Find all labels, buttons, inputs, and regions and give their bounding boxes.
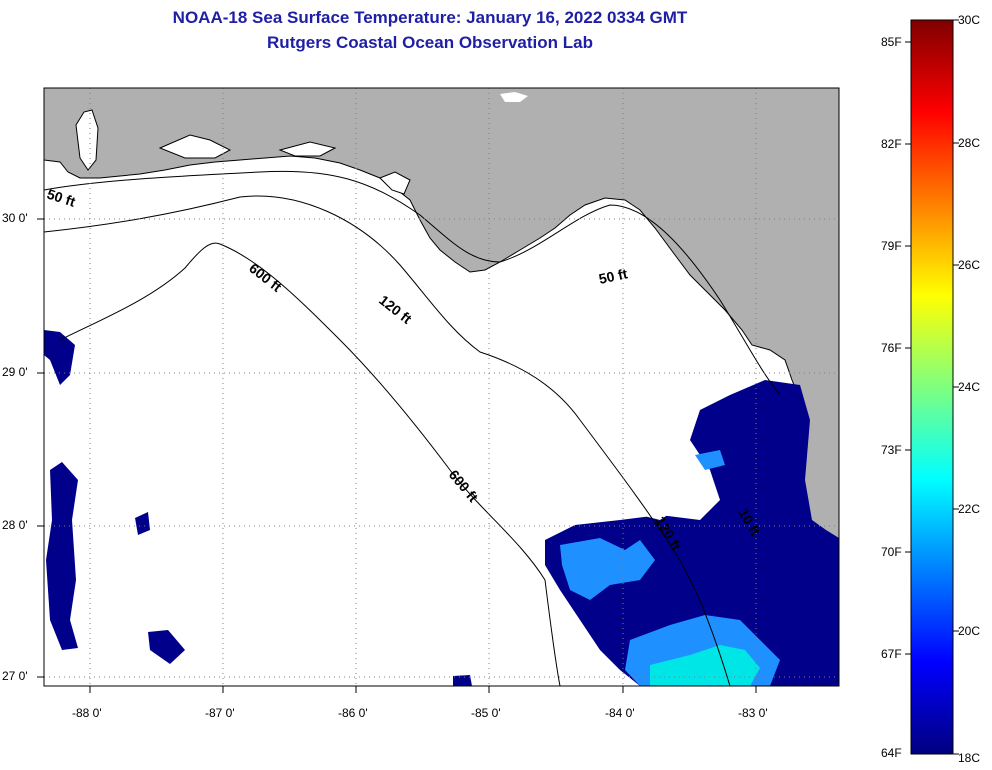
colorbar-c-label: 24C [958, 380, 981, 394]
lat-label: 30 0' [2, 211, 28, 225]
colorbar-f-label: 76F [881, 341, 902, 355]
lon-label: -86 0' [338, 706, 368, 720]
lat-label: 29 0' [2, 365, 28, 379]
lon-label: -87 0' [205, 706, 235, 720]
map-title: NOAA-18 Sea Surface Temperature: January… [172, 8, 688, 27]
colorbar-c-label: 20C [958, 624, 981, 638]
lat-label: 28 0' [2, 518, 28, 532]
colorbar-f-label: 64F [881, 746, 902, 760]
map-subtitle: Rutgers Coastal Ocean Observation Lab [267, 33, 593, 52]
lon-label: -85 0' [471, 706, 501, 720]
contour-label: 50 ft [597, 265, 629, 287]
colorbar-c-label: 26C [958, 258, 981, 272]
colorbar-f-label: 82F [881, 137, 902, 151]
colorbar-f-label: 79F [881, 239, 902, 253]
lat-label: 27 0' [2, 669, 28, 683]
depth-contours [44, 170, 781, 686]
colorbar-f-label: 67F [881, 647, 902, 661]
sst-data [44, 330, 839, 686]
axis-ticks [37, 218, 757, 693]
colorbar-f-label: 70F [881, 545, 902, 559]
colorbar-ticks [905, 19, 959, 755]
lon-label: -84 0' [605, 706, 635, 720]
colorbar-c-label: 30C [958, 13, 981, 27]
colorbar [910, 19, 954, 755]
colorbar-c-label: 18C [958, 751, 981, 765]
lon-label: -88 0' [72, 706, 102, 720]
lon-label: -83 0' [738, 706, 768, 720]
colorbar-f-label: 73F [881, 443, 902, 457]
colorbar-f-label: 85F [881, 35, 902, 49]
colorbar-c-label: 22C [958, 502, 981, 516]
colorbar-c-label: 28C [958, 136, 981, 150]
map-frame [43, 87, 840, 687]
